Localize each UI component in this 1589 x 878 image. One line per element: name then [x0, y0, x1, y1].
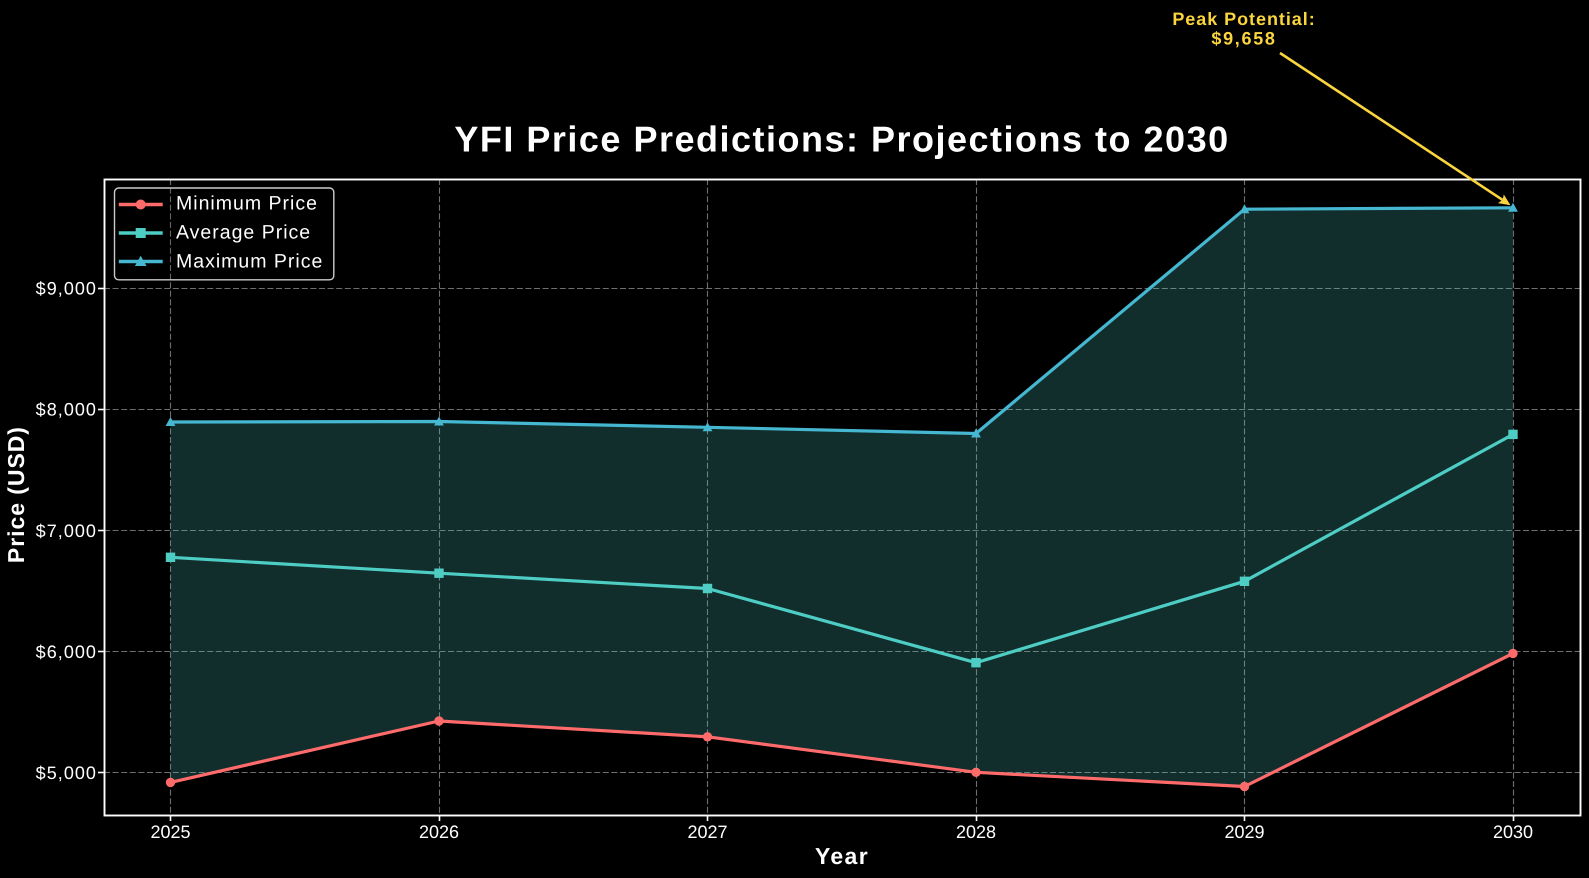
svg-text:2027: 2027: [687, 822, 727, 842]
svg-text:$7,000: $7,000: [36, 521, 97, 541]
svg-text:2025: 2025: [150, 822, 190, 842]
svg-text:$8,000: $8,000: [36, 400, 97, 420]
svg-text:$9,658: $9,658: [1211, 29, 1276, 49]
svg-text:Maximum Price: Maximum Price: [176, 250, 323, 272]
svg-text:Minimum Price: Minimum Price: [176, 193, 318, 215]
svg-text:Year: Year: [815, 843, 869, 869]
svg-text:$5,000: $5,000: [36, 763, 97, 783]
svg-text:$9,000: $9,000: [36, 278, 97, 298]
svg-text:2029: 2029: [1224, 822, 1264, 842]
svg-text:2030: 2030: [1493, 822, 1533, 842]
svg-text:Price (USD): Price (USD): [3, 426, 29, 563]
svg-text:YFI Price Predictions: Project: YFI Price Predictions: Projections to 20…: [454, 119, 1229, 160]
svg-text:Average Price: Average Price: [176, 222, 311, 244]
svg-text:$6,000: $6,000: [36, 642, 97, 662]
svg-text:2028: 2028: [956, 822, 996, 842]
svg-text:2026: 2026: [419, 822, 459, 842]
svg-text:Peak Potential:: Peak Potential:: [1172, 9, 1315, 29]
